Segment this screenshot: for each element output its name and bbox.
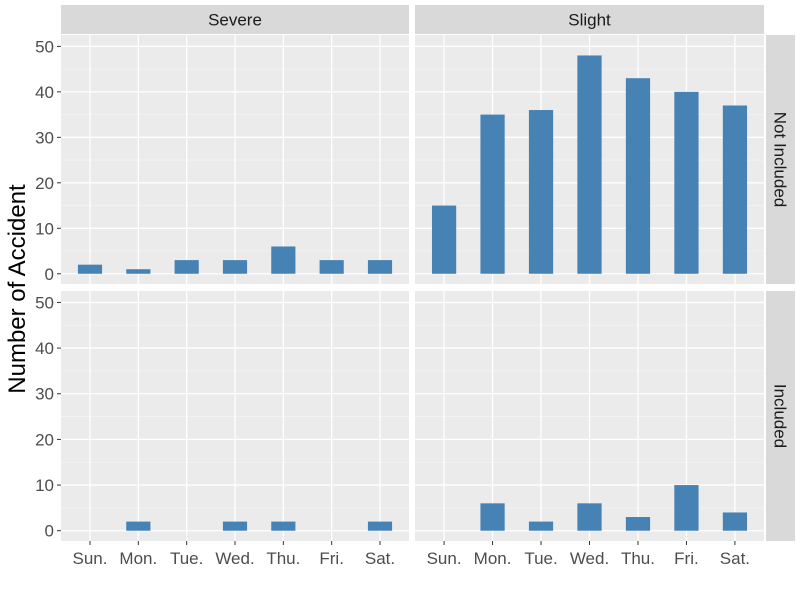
bar-severe-not-included-fri (319, 260, 344, 274)
y-tick-label: 30 (35, 128, 54, 147)
bar-slight-included-sat (722, 512, 748, 531)
y-axis-not-included: 0 10 20 30 40 50 (35, 37, 61, 284)
x-tick-label-tue: Tue. (170, 549, 203, 568)
y-tick-label: 30 (35, 385, 54, 404)
bar-severe-included-mon (126, 521, 151, 531)
panel-slight-not-included (415, 35, 764, 284)
strip-label-included: Included (771, 384, 790, 448)
bar-severe-not-included-sun (77, 264, 103, 274)
x-tick-label-sat: Sat. (720, 549, 750, 568)
bar-slight-not-included-sat (722, 105, 748, 274)
bar-slight-included-thu (625, 517, 651, 531)
bar-severe-included-thu (271, 521, 296, 531)
y-axis-title: Number of Accident (4, 184, 31, 394)
x-tick-label-sat: Sat. (365, 549, 395, 568)
bar-severe-not-included-sat (367, 260, 393, 274)
x-axis-slight: Sun. Mon. Tue. Wed. Thu. Fri. Sat. (427, 541, 750, 568)
strip-severe-background (61, 5, 409, 34)
y-tick-label: 40 (35, 83, 54, 102)
strip-included: Included (766, 291, 795, 541)
x-tick-label-wed: Wed. (570, 549, 609, 568)
x-tick-label-wed: Wed. (215, 549, 254, 568)
bar-slight-not-included-thu (625, 78, 651, 274)
bar-slight-included-tue (528, 521, 554, 531)
strip-not-included: Not Included (766, 35, 795, 284)
strip-not-included-background (766, 35, 795, 284)
y-tick-label: 10 (35, 476, 54, 495)
strip-slight: Slight (415, 5, 764, 34)
x-tick-label-fri: Fri. (674, 549, 699, 568)
bar-severe-included-sat (367, 521, 393, 531)
strip-label-severe: Severe (208, 11, 262, 30)
y-tick-label: 50 (35, 37, 54, 56)
panel-severe-not-included (61, 35, 409, 284)
x-axis-severe: Sun. Mon. Tue. Wed. Thu. Fri. Sat. (73, 541, 395, 568)
x-tick-label-mon: Mon. (119, 549, 157, 568)
x-tick-label-tue: Tue. (524, 549, 557, 568)
y-tick-label: 20 (35, 430, 54, 449)
strip-included-background (766, 291, 795, 541)
y-tick-label: 10 (35, 219, 54, 238)
x-tick-label-fri: Fri. (319, 549, 344, 568)
bar-slight-not-included-mon (480, 114, 505, 274)
bar-severe-included-wed (222, 521, 248, 531)
bar-slight-not-included-fri (674, 91, 699, 274)
axes-layer: 0 10 20 30 40 50 0 10 20 30 40 50 Sun. Mon. Tue. Wed. Th… (35, 37, 750, 568)
strip-label-not-included: Not Included (771, 112, 790, 207)
bar-slight-not-included-sun (431, 205, 457, 274)
y-tick-label: 0 (45, 265, 54, 284)
bar-severe-not-included-mon (126, 269, 151, 274)
y-tick-label: 0 (45, 522, 54, 541)
x-tick-label-mon: Mon. (474, 549, 512, 568)
strip-label-slight: Slight (568, 11, 611, 30)
bar-slight-included-fri (674, 485, 699, 531)
bar-slight-not-included-wed (577, 55, 602, 274)
bar-severe-not-included-wed (222, 260, 248, 274)
y-axis-included: 0 10 20 30 40 50 (35, 293, 61, 541)
strip-severe: Severe (61, 5, 409, 34)
y-tick-label: 20 (35, 174, 54, 193)
bar-slight-included-mon (480, 503, 505, 531)
x-tick-label-sun: Sun. (73, 549, 108, 568)
bar-slight-not-included-tue (528, 110, 554, 274)
bar-severe-not-included-tue (174, 260, 199, 274)
bar-severe-not-included-thu (271, 246, 296, 274)
y-tick-label: 40 (35, 339, 54, 358)
panels-layer (61, 35, 764, 541)
strips-layer: Severe Slight Not Included Included (61, 5, 795, 541)
x-tick-label-thu: Thu. (621, 549, 655, 568)
strip-slight-background (415, 5, 764, 34)
x-tick-label-thu: Thu. (266, 549, 300, 568)
panel-slight-included (415, 291, 764, 541)
panel-severe-included (61, 291, 409, 541)
x-tick-label-sun: Sun. (427, 549, 462, 568)
bar-slight-included-wed (577, 503, 602, 531)
y-tick-label: 50 (35, 293, 54, 312)
